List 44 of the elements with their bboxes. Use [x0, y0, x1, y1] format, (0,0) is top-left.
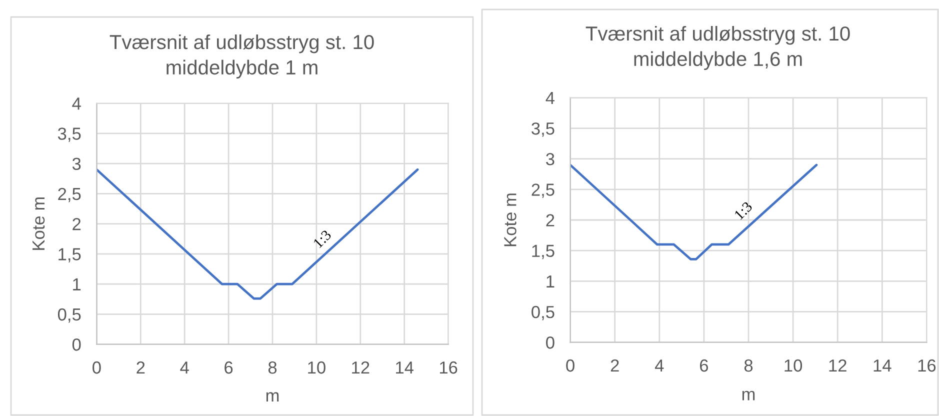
x-tick-label: 16 [918, 359, 936, 372]
y-tick-label: 0,5 [58, 308, 81, 323]
x-tick-label: 10 [308, 361, 326, 374]
x-tick-label: 8 [744, 359, 753, 372]
annotation: 1:3 [312, 229, 332, 248]
y-tick-label: 2,5 [532, 184, 554, 198]
y-tick-label: 2 [546, 214, 554, 226]
y-tick-label: 2,5 [58, 188, 81, 202]
x-tick-label: 10 [784, 359, 802, 372]
chart-title: Tværsnit af udløbsstryg st. 10 middeldybde 1 m [110, 34, 374, 79]
y-tick-label: 1,5 [532, 244, 554, 260]
x-tick-label: 12 [829, 359, 846, 372]
x-tick-label: 12 [352, 361, 370, 374]
x-tick-label: 16 [440, 361, 458, 374]
x-axis-title: m [742, 390, 755, 400]
x-tick-label: 14 [874, 360, 892, 372]
y-tick-label: 0 [546, 336, 554, 349]
y-tick-label: 0,5 [532, 306, 554, 320]
x-tick-label: 2 [136, 361, 145, 374]
x-tick-label: 8 [268, 361, 277, 374]
y-axis-title: Kote m [504, 194, 516, 246]
y-axis-title: Kote m [32, 197, 45, 250]
y-tick-label: 1 [73, 278, 81, 290]
x-tick-label: 4 [654, 360, 664, 372]
x-tick-label: 2 [610, 359, 619, 372]
annotation: 1:3 [734, 201, 753, 220]
y-tick-label: 1,5 [58, 248, 81, 262]
x-tick-label: 14 [396, 362, 414, 374]
y-tick-label: 3,5 [58, 128, 81, 142]
x-tick-label: 6 [224, 361, 233, 374]
y-tick-label: 3 [72, 158, 81, 170]
y-tick-label: 3,5 [532, 122, 554, 137]
y-tick-label: 4 [72, 98, 81, 110]
y-tick-label: 1 [546, 275, 554, 288]
y-tick-label: 2 [72, 218, 81, 230]
x-tick-label: 6 [700, 359, 708, 372]
x-axis-title: m [266, 392, 279, 402]
y-tick-label: 4 [546, 92, 555, 104]
y-tick-label: 0 [72, 338, 81, 351]
chart-title: Tværsnit af udløbsstryg st. 10 middeldybde 1,6 m [586, 26, 850, 70]
x-tick-label: 0 [92, 361, 101, 374]
x-tick-label: 0 [566, 359, 574, 372]
x-tick-label: 4 [180, 362, 189, 374]
y-tick-label: 3 [546, 153, 554, 166]
